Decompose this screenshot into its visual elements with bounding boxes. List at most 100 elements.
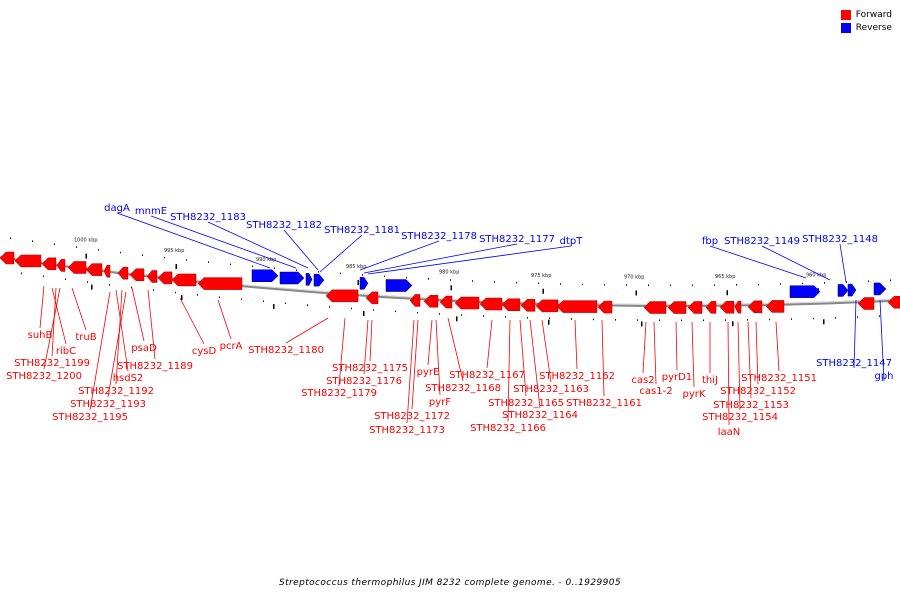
scale-dot [98, 249, 99, 251]
leader-line [737, 321, 741, 411]
gene-label: mnmE [135, 206, 167, 217]
scale-dot [890, 279, 891, 281]
leader-line [283, 229, 319, 271]
gene-label: cysD [192, 346, 217, 357]
tick-mark [181, 295, 183, 301]
forward-gene-arrow [67, 261, 87, 274]
scale-dot [802, 282, 803, 285]
scale-dot [516, 281, 517, 284]
gene-label: dagA [104, 203, 130, 214]
legend: Forward Reverse [840, 8, 892, 34]
forward-gene-arrow [325, 289, 359, 303]
forward-gene-arrow [129, 268, 145, 282]
leader-line [727, 321, 730, 426]
forward-gene-arrow [146, 270, 158, 283]
leader-line [150, 215, 297, 269]
gene-label: STH8232_1153 [713, 400, 789, 411]
forward-gene-arrow [556, 300, 598, 313]
gene-label: STH8232_1193 [70, 399, 146, 410]
forward-gene-arrow [454, 296, 480, 310]
leader-line [574, 319, 578, 370]
tick-label: 1000 kbp [74, 238, 98, 244]
scale-dot [747, 319, 748, 321]
scale-dot [76, 246, 77, 248]
tick-mark [85, 253, 87, 259]
scale-dot [32, 240, 33, 243]
scale-dot [868, 280, 869, 282]
forward-gene-arrow [85, 263, 103, 276]
leader-line [435, 319, 441, 396]
leader-line [675, 321, 678, 371]
forward-gene-arrow [501, 298, 521, 312]
scale-dot [175, 291, 176, 294]
scale-dot [593, 318, 594, 321]
reverse-swatch [840, 22, 851, 33]
leader-line [363, 243, 518, 274]
scale-dot [659, 319, 660, 321]
leader-line [359, 240, 440, 271]
reverse-gene-arrow [251, 269, 279, 282]
reverse-gene-arrow [837, 284, 849, 297]
leader-line [51, 287, 57, 357]
forward-gene-arrow [103, 264, 111, 278]
scale-dot [725, 319, 726, 321]
leader-line [116, 212, 271, 269]
leader-line [179, 297, 205, 345]
scale-dot [329, 306, 330, 308]
scale-dot [362, 274, 363, 276]
tick-mark [273, 303, 275, 309]
forward-gene-arrow [887, 296, 900, 309]
gene-label: STH8232_1183 [170, 212, 246, 223]
leader-line [406, 319, 415, 424]
tick-mark [635, 290, 637, 296]
forward-gene-arrow [705, 301, 717, 314]
forward-gene-arrow [14, 254, 42, 268]
gene-label: STH8232_1182 [246, 220, 322, 231]
scale-dot [197, 294, 198, 296]
scale-dot [571, 318, 572, 320]
scale-dot [483, 315, 484, 317]
reverse-gene-arrow [789, 285, 821, 298]
gene-label: STH8232_1189 [117, 361, 193, 372]
gene-label: cas1-2 [639, 386, 672, 397]
leader-line [853, 299, 857, 369]
scale-dot [285, 302, 286, 305]
gene-label: STH8232_1147 [816, 358, 892, 369]
gene-label: STH8232_1163 [513, 384, 589, 395]
leader-line [147, 289, 156, 360]
gene-label: psaD [131, 343, 157, 354]
gene-label: STH8232_1165 [488, 398, 564, 409]
scale-dot [340, 272, 341, 275]
gene-label: fbp [702, 236, 718, 247]
gene-arrows [0, 251, 900, 314]
gene-label: STH8232_1175 [332, 363, 408, 374]
scale-dot [230, 263, 231, 266]
scale-dot [549, 317, 550, 320]
scale-dot [351, 307, 352, 310]
gene-label: STH8232_1181 [324, 225, 400, 236]
scale-dot [153, 289, 154, 291]
leader-line [319, 234, 363, 273]
gene-label: STH8232_1166 [470, 423, 546, 434]
scale-dot [373, 309, 374, 311]
scale-dot [384, 275, 385, 278]
leader-line [411, 319, 419, 410]
figure-caption: Streptococcus thermophilus JIM 8232 comp… [279, 578, 621, 588]
scale-dot [274, 267, 275, 270]
gene-label: STH8232_1154 [702, 412, 778, 423]
gene-label: STH8232_1178 [401, 231, 477, 242]
scale-dot [736, 284, 737, 286]
scale-dot [494, 281, 495, 283]
scale-dot [219, 296, 220, 298]
tick-label: 965 kbp [715, 274, 735, 280]
scale-dot [769, 318, 770, 321]
leader-line [363, 319, 369, 375]
gene-label: STH8232_1151 [741, 373, 817, 384]
tick-mark [542, 288, 544, 294]
gene-label: STH8232_1200 [6, 371, 82, 382]
forward-gene-arrow [597, 300, 613, 314]
leader-line [369, 319, 373, 362]
gene-label: pyrE [417, 367, 440, 378]
forward-gene-arrow [117, 266, 129, 280]
